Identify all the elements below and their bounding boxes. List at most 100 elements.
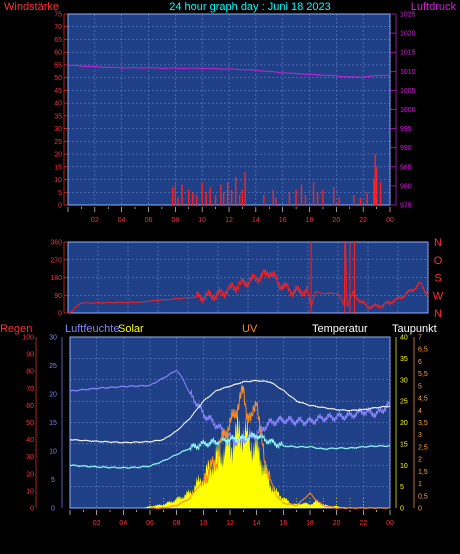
x-tick-label: 00 [386,520,394,527]
pressure-y-tick-label: 1025 [400,12,416,19]
pressure-y-tick-label: 995 [400,126,412,133]
wind-y-tick-label: 25 [54,139,62,146]
temperature-y-tick-label: 5 [400,484,404,491]
wind-y-tick-label: 55 [54,62,62,69]
direction-y-tick-label: 90 [54,293,62,300]
regen-y-tick-label: 90 [26,352,34,359]
legend-regen: Regen [0,323,32,335]
pressure-y-tick-label: 975 [400,203,412,210]
x-tick-label: 16 [279,217,287,224]
uv-y-tick-label: 1 [418,481,422,488]
regen-y-tick-label: 0 [30,506,34,513]
x-tick-label: 20 [333,520,341,527]
legend-solar: Solar [118,323,144,335]
wind-speed-title: Windstärke [4,1,59,13]
humidity-y-tick-label: 0 [51,506,55,513]
compass-label: W [433,290,444,302]
wind-y-tick-label: 70 [54,24,62,31]
humidity-line [69,370,391,447]
x-tick-label: 22 [359,520,367,527]
x-tick-label: 10 [199,520,207,527]
humidity-y-tick-label: 30 [49,335,57,342]
uv-y-tick-label: 3 [418,432,422,439]
regen-y-tick-label: 100 [22,335,34,342]
pressure-y-tick-label: 990 [400,145,412,152]
x-tick-label: 18 [306,217,314,224]
humidity-y-tick-label: 25 [49,363,57,370]
compass-label: N [434,308,442,320]
uv-y-tick-label: 0,5 [418,493,428,500]
wind-y-tick-label: 5 [58,190,62,197]
pressure-y-tick-label: 985 [400,164,412,171]
wind-y-tick-label: 65 [54,37,62,44]
temperature-y-tick-label: 30 [400,377,408,384]
x-tick-label: 00 [386,217,394,224]
regen-y-tick-label: 70 [26,386,34,393]
x-tick-label: 08 [173,520,181,527]
uv-y-tick-label: 0 [418,506,422,513]
x-tick-label: 12 [225,217,233,224]
uv-y-tick-label: 2,5 [418,444,428,451]
x-tick-label: 04 [118,217,126,224]
uv-y-tick-label: 4,5 [418,396,428,403]
humidity-y-tick-label: 10 [49,449,57,456]
temperature-y-tick-label: 15 [400,441,408,448]
pressure-y-tick-label: 1005 [400,88,416,95]
temperature-y-tick-label: 35 [400,356,408,363]
temperature-y-tick-label: 10 [400,463,408,470]
legend-uv: UV [242,323,258,335]
legend-temperature: Temperatur [312,323,368,335]
solar-area [70,411,390,508]
compass-label: N [434,237,442,249]
wind-y-tick-label: 15 [54,164,62,171]
x-tick-label: 06 [146,520,154,527]
x-tick-label: 12 [226,520,234,527]
x-tick-label: 14 [252,217,260,224]
uv-line [149,384,391,510]
wind-direction-line [67,242,429,314]
regen-y-tick-label: 30 [26,454,34,461]
uv-y-tick-label: 3,5 [418,420,428,427]
x-tick-label: 16 [279,520,287,527]
temperature-line [69,379,391,444]
x-tick-label: 02 [91,217,99,224]
pressure-y-tick-label: 1000 [400,107,416,114]
compass-label: S [434,273,441,285]
x-tick-label: 20 [332,217,340,224]
wind-y-tick-label: 0 [58,203,62,210]
pressure-line [67,64,391,78]
x-tick-label: 04 [119,520,127,527]
dewpoint-line [69,430,391,470]
x-tick-label: 06 [145,217,153,224]
temperature-y-tick-label: 20 [400,420,408,427]
x-tick-label: 14 [253,520,261,527]
wind-y-tick-label: 20 [54,152,62,159]
x-tick-label: 02 [93,520,101,527]
wind-pressure-panel: 0510152025303540455055606570759759809859… [54,12,415,225]
legend-humidity: Luftfeuchte [65,323,119,335]
regen-y-tick-label: 20 [26,471,34,478]
graph-title: 24 hour graph day : Juni 18 2023 [169,1,330,13]
regen-y-tick-label: 40 [26,437,34,444]
uv-y-tick-label: 6 [418,359,422,366]
wind-y-tick-label: 10 [54,177,62,184]
temperature-y-tick-label: 0 [400,506,404,513]
pressure-title: Luftdruck [411,1,457,13]
wind-y-tick-label: 45 [54,88,62,95]
wind-y-tick-label: 35 [54,113,62,120]
uv-y-tick-label: 7 [418,335,422,342]
humidity-y-tick-label: 5 [51,477,55,484]
climate-panel: 0102030405060708090100051015202530051015… [22,335,428,528]
wind-y-tick-label: 50 [54,75,62,82]
uv-y-tick-label: 2 [418,457,422,464]
direction-y-tick-label: 0 [58,311,62,318]
x-tick-label: 08 [171,217,179,224]
direction-y-tick-label: 270 [50,257,62,264]
x-tick-label: 18 [306,520,314,527]
wind-y-tick-label: 75 [54,12,62,19]
temperature-y-tick-label: 25 [400,399,408,406]
wind-panel-plot-area [67,13,391,206]
